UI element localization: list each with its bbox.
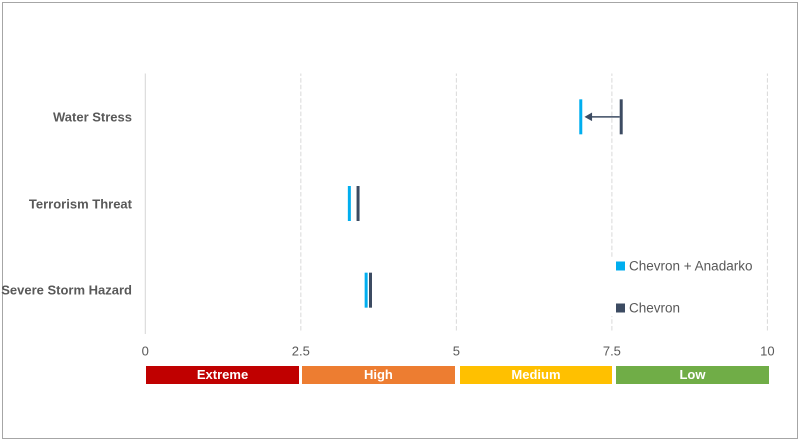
category-label-terrorism-threat: Terrorism Threat [28,196,132,211]
marker-chevron-anadarko-severe-storm-hazard [364,272,368,308]
risk-band-label-low: Low [679,367,706,383]
arrow-head [584,112,593,122]
marker-chevron-terrorism-threat [356,186,360,221]
marker-chevron-anadarko-terrorism-threat [347,186,351,221]
value-axis-label-10: 10 [760,343,775,359]
risk-band-label-medium: Medium [511,367,561,383]
risk-band-label-high: High [363,367,393,383]
risk-band-medium: Medium [460,365,612,384]
risk-band-extreme: Extreme [146,365,300,384]
value-axis-label-2.5: 2.5 [291,343,310,359]
marker-chevron-severe-storm-hazard [369,272,373,308]
marker-chevron-water-stress [619,99,623,135]
marker-chevron-anadarko-water-stress [579,99,583,135]
value-axis-label-5: 5 [452,343,460,359]
risk-band-low: Low [616,365,769,384]
legend-entry-chevron[interactable]: Chevron [616,300,680,315]
legend-entry-chevron-anadarko[interactable]: Chevron + Anadarko [616,258,752,273]
legend-swatch-icon [616,261,625,270]
legend-label: Chevron [629,300,681,315]
risk-band-label-extreme: Extreme [196,367,249,383]
value-axis-label-0: 0 [141,343,149,359]
legend-background [610,257,760,316]
legend-label: Chevron + Anadarko [629,258,753,273]
category-label-water-stress: Water Stress [53,109,132,125]
risk-band-high: High [302,365,455,384]
legend-swatch-icon [616,303,625,312]
category-label-severe-storm-hazard: Severe Storm Hazard [1,282,132,298]
value-axis-label-7.5: 7.5 [602,343,621,359]
